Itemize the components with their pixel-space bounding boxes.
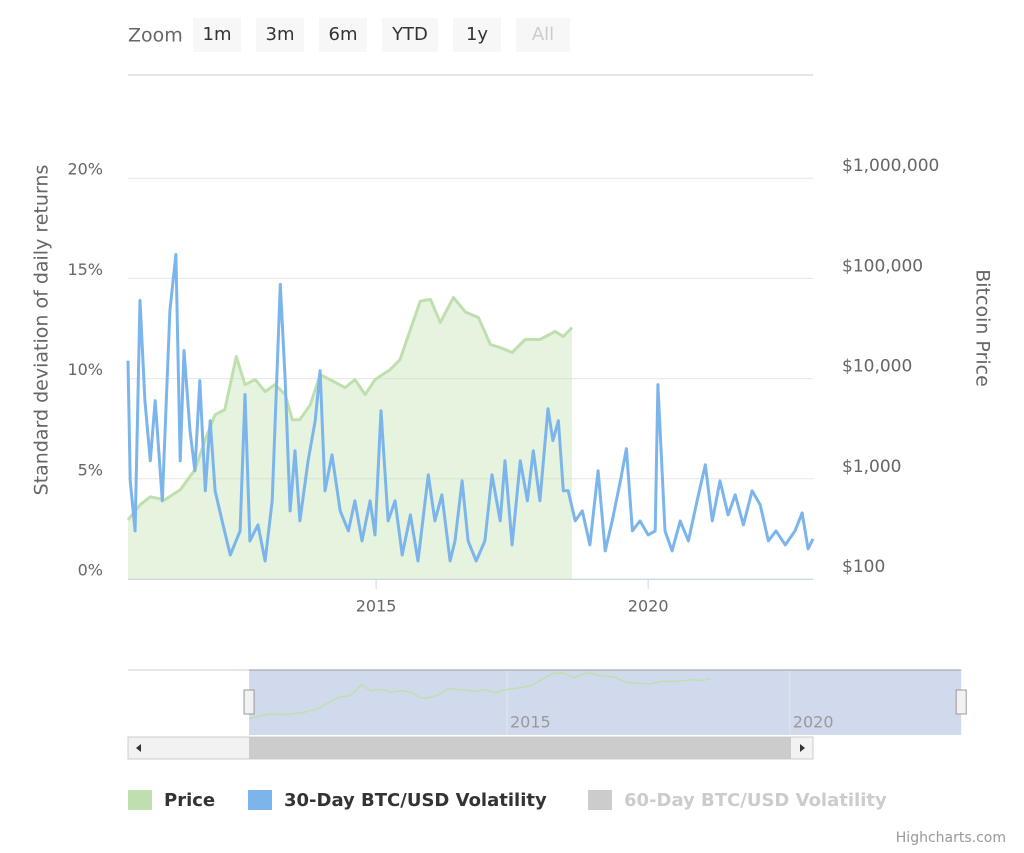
legend-label[interactable]: 30-Day BTC/USD Volatility: [284, 790, 547, 811]
legend-swatch[interactable]: [128, 790, 152, 810]
series-line: [126, 252, 815, 563]
x-tick-label: 2020: [628, 597, 669, 616]
navigator-mask: [249, 670, 962, 735]
credits[interactable]: Highcharts.com: [896, 830, 1006, 846]
zoom-button-label[interactable]: YTD: [391, 24, 428, 45]
y-tick-label: 0%: [78, 561, 103, 580]
y-tick-label: 15%: [67, 260, 103, 279]
legend-label[interactable]: 60-Day BTC/USD Volatility: [624, 790, 887, 811]
y2-tick-label: $10,000: [842, 357, 912, 377]
legend-label[interactable]: Price: [164, 790, 215, 811]
zoom-button[interactable]: [256, 18, 304, 52]
zoom-button-label[interactable]: 1m: [203, 24, 232, 45]
navigator-tick-label: 2015: [510, 713, 551, 732]
y-axis-title: Standard deviation of daily returns: [31, 165, 53, 496]
navigator-handle[interactable]: [955, 689, 967, 715]
zoom-label: Zoom: [128, 25, 183, 47]
scrollbar-right-arrow[interactable]: [800, 744, 805, 752]
zoom-button[interactable]: [193, 18, 241, 52]
scrollbar-thumb[interactable]: [249, 737, 792, 759]
zoom-button[interactable]: [319, 18, 367, 52]
navigator-line: [248, 671, 711, 720]
navigator-handle[interactable]: [243, 689, 255, 715]
scrollbar-left-arrow[interactable]: [136, 744, 141, 752]
y2-tick-label: $1,000: [842, 457, 901, 477]
zoom-button-label: All: [532, 24, 554, 45]
zoom-button-label[interactable]: 1y: [466, 24, 488, 45]
zoom-button[interactable]: [382, 18, 438, 52]
y-tick-label: 20%: [67, 160, 103, 179]
y2-tick-label: $100: [842, 557, 885, 577]
zoom-button[interactable]: [453, 18, 501, 52]
legend-swatch[interactable]: [248, 790, 272, 810]
navigator-tick-label: 2020: [793, 713, 834, 732]
y2-tick-label: $1,000,000: [842, 156, 939, 176]
y-tick-label: 10%: [67, 360, 103, 379]
zoom-button: [516, 18, 570, 52]
y2-axis-title: Bitcoin Price: [972, 269, 994, 387]
y2-tick-label: $100,000: [842, 256, 923, 276]
legend-swatch[interactable]: [588, 790, 612, 810]
zoom-button-label[interactable]: 6m: [329, 24, 358, 45]
y-tick-label: 5%: [78, 460, 103, 479]
zoom-button-label[interactable]: 3m: [266, 24, 295, 45]
x-tick-label: 2015: [356, 597, 397, 616]
series-area: [128, 297, 572, 579]
